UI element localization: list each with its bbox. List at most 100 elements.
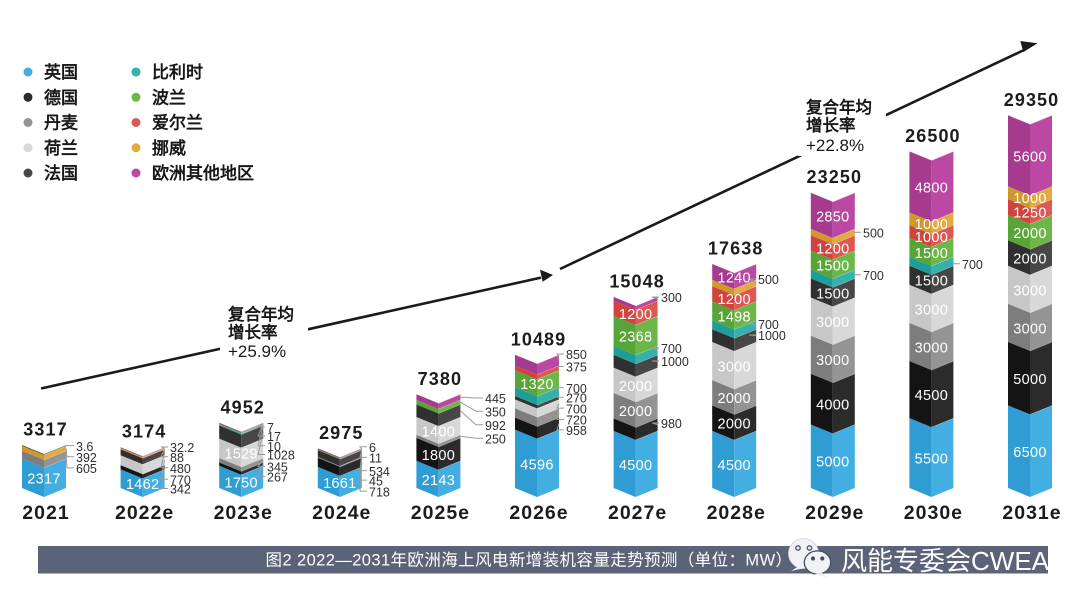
svg-text:2026e: 2026e bbox=[509, 502, 568, 524]
svg-text:5000: 5000 bbox=[1013, 372, 1046, 388]
svg-text:增长率: 增长率 bbox=[228, 322, 278, 342]
svg-text:4596: 4596 bbox=[520, 457, 553, 473]
svg-text:6: 6 bbox=[369, 441, 376, 455]
svg-text:3000: 3000 bbox=[816, 353, 849, 369]
svg-text:500: 500 bbox=[863, 227, 884, 241]
svg-text:718: 718 bbox=[369, 485, 390, 499]
svg-text:+22.8%: +22.8% bbox=[806, 136, 864, 155]
svg-text:4800: 4800 bbox=[915, 180, 948, 196]
svg-text:4500: 4500 bbox=[619, 458, 652, 474]
svg-text:2143: 2143 bbox=[422, 473, 455, 489]
svg-text:534: 534 bbox=[369, 465, 390, 479]
svg-text:1498: 1498 bbox=[717, 309, 750, 325]
svg-text:26500: 26500 bbox=[905, 126, 961, 146]
svg-text:1240: 1240 bbox=[717, 270, 750, 286]
svg-text:770: 770 bbox=[170, 473, 191, 487]
svg-text:392: 392 bbox=[76, 451, 97, 465]
svg-text:1028: 1028 bbox=[267, 449, 295, 463]
svg-text:2000: 2000 bbox=[619, 379, 652, 395]
svg-text:英国: 英国 bbox=[44, 62, 78, 82]
svg-text:45: 45 bbox=[369, 474, 383, 488]
svg-text:1500: 1500 bbox=[915, 246, 948, 262]
svg-text:丹麦: 丹麦 bbox=[44, 113, 79, 133]
svg-text:2030e: 2030e bbox=[904, 502, 963, 524]
svg-text:2000: 2000 bbox=[619, 404, 652, 420]
svg-text:32.2: 32.2 bbox=[170, 441, 194, 455]
svg-text:345: 345 bbox=[267, 461, 288, 475]
svg-text:4500: 4500 bbox=[717, 458, 750, 474]
svg-text:德国: 德国 bbox=[44, 88, 78, 108]
svg-text:比利时: 比利时 bbox=[152, 62, 203, 82]
svg-text:增长率: 增长率 bbox=[806, 115, 856, 135]
svg-text:342: 342 bbox=[170, 483, 191, 497]
svg-text:2023e: 2023e bbox=[214, 502, 273, 524]
svg-text:992: 992 bbox=[485, 419, 506, 433]
svg-text:1200: 1200 bbox=[816, 241, 849, 257]
svg-text:1200: 1200 bbox=[619, 307, 652, 323]
svg-text:10489: 10489 bbox=[511, 329, 567, 349]
svg-text:88: 88 bbox=[170, 451, 184, 465]
svg-text:7380: 7380 bbox=[418, 369, 462, 389]
svg-text:700: 700 bbox=[661, 342, 682, 356]
svg-text:300: 300 bbox=[661, 291, 682, 305]
svg-text:1500: 1500 bbox=[816, 258, 849, 274]
svg-text:2022e: 2022e bbox=[115, 502, 174, 524]
svg-text:+25.9%: +25.9% bbox=[228, 342, 286, 361]
svg-text:2027e: 2027e bbox=[608, 502, 667, 524]
svg-text:欧洲其他地区: 欧洲其他地区 bbox=[152, 163, 254, 183]
svg-text:图2 2022—2031年欧洲海上风电新增装机容量走势预测（: 图2 2022—2031年欧洲海上风电新增装机容量走势预测（单位：MW） bbox=[266, 551, 793, 570]
svg-text:4000: 4000 bbox=[816, 398, 849, 414]
svg-text:1000: 1000 bbox=[915, 217, 948, 233]
svg-text:1000: 1000 bbox=[1013, 191, 1046, 207]
svg-text:350: 350 bbox=[485, 406, 506, 420]
svg-text:500: 500 bbox=[758, 273, 779, 287]
svg-text:267: 267 bbox=[267, 471, 288, 485]
svg-text:2000: 2000 bbox=[1013, 252, 1046, 268]
svg-text:375: 375 bbox=[566, 361, 587, 375]
svg-text:2317: 2317 bbox=[27, 472, 60, 488]
svg-text:700: 700 bbox=[962, 258, 983, 272]
svg-text:1250: 1250 bbox=[1013, 205, 1046, 221]
svg-text:爱尔兰: 爱尔兰 bbox=[152, 113, 203, 133]
svg-text:1500: 1500 bbox=[816, 286, 849, 302]
svg-text:15048: 15048 bbox=[609, 271, 665, 291]
svg-text:445: 445 bbox=[485, 392, 506, 406]
svg-text:3.6: 3.6 bbox=[76, 440, 93, 454]
svg-text:挪威: 挪威 bbox=[152, 138, 186, 158]
svg-text:23250: 23250 bbox=[807, 167, 863, 187]
svg-text:700: 700 bbox=[863, 269, 884, 283]
svg-text:1000: 1000 bbox=[915, 230, 948, 246]
svg-text:250: 250 bbox=[485, 432, 506, 446]
svg-text:5600: 5600 bbox=[1013, 149, 1046, 165]
svg-text:1462: 1462 bbox=[126, 477, 159, 493]
svg-text:3000: 3000 bbox=[717, 359, 750, 375]
svg-text:2021: 2021 bbox=[22, 502, 69, 524]
svg-text:2000: 2000 bbox=[717, 417, 750, 433]
svg-text:2850: 2850 bbox=[816, 209, 849, 225]
svg-text:10: 10 bbox=[267, 440, 281, 454]
svg-text:3174: 3174 bbox=[122, 422, 166, 442]
svg-text:3000: 3000 bbox=[915, 302, 948, 318]
svg-text:1500: 1500 bbox=[915, 274, 948, 290]
svg-text:7: 7 bbox=[267, 421, 274, 435]
svg-text:980: 980 bbox=[661, 417, 682, 431]
svg-text:1400: 1400 bbox=[422, 424, 455, 440]
svg-text:2024e: 2024e bbox=[312, 502, 371, 524]
svg-text:法国: 法国 bbox=[44, 163, 78, 183]
svg-text:1529: 1529 bbox=[224, 447, 257, 463]
svg-text:3000: 3000 bbox=[915, 340, 948, 356]
svg-text:2000: 2000 bbox=[1013, 226, 1046, 242]
svg-text:复合年均: 复合年均 bbox=[227, 304, 294, 324]
svg-text:700: 700 bbox=[758, 318, 779, 332]
svg-text:480: 480 bbox=[170, 462, 191, 476]
svg-text:605: 605 bbox=[76, 462, 97, 476]
svg-text:风能专委会CWEA: 风能专委会CWEA bbox=[841, 546, 1050, 576]
svg-text:2031e: 2031e bbox=[1002, 502, 1061, 524]
svg-text:1000: 1000 bbox=[661, 355, 689, 369]
svg-text:6500: 6500 bbox=[1013, 445, 1046, 461]
svg-text:17638: 17638 bbox=[708, 239, 764, 259]
svg-text:2025e: 2025e bbox=[411, 502, 470, 524]
svg-text:1000: 1000 bbox=[758, 329, 786, 343]
svg-text:3317: 3317 bbox=[23, 420, 67, 440]
svg-text:2368: 2368 bbox=[619, 329, 652, 345]
